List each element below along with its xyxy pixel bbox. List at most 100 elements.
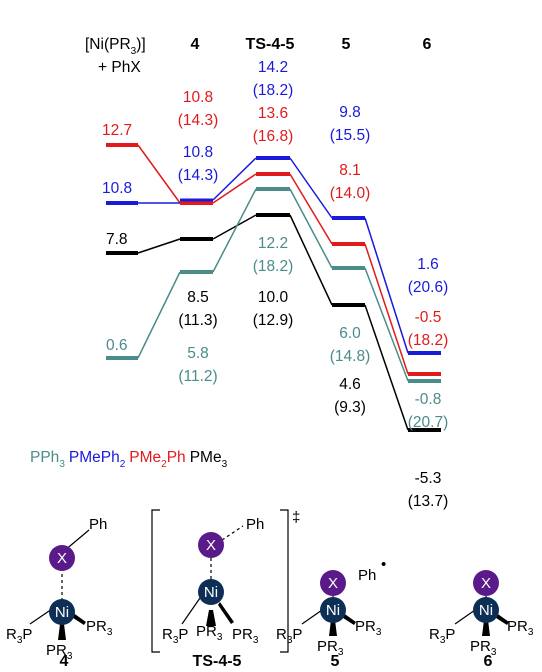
ligand-pr3-right: PR3 <box>355 618 382 638</box>
halogen-atom <box>49 545 75 571</box>
header-6: 6 <box>423 36 432 53</box>
value-ts-pme3: 10.0 <box>258 289 289 306</box>
bracket-right <box>280 509 289 653</box>
series-pme2ph <box>106 143 441 376</box>
ligand-pr3-right: PR3 <box>507 618 534 638</box>
reactants-header: [Ni(PR3)] <box>85 36 146 57</box>
structure-label-6: 6 <box>484 653 493 670</box>
phenyl-label: Ph <box>89 516 107 533</box>
ligand-pr3-bottom: PR3 <box>196 623 223 643</box>
ni-p-bond <box>454 609 476 625</box>
x-ph-dashed-bond <box>221 525 244 541</box>
connector-pme2ph <box>364 243 409 375</box>
nickel-atom <box>198 579 224 605</box>
ligand-pr3-bottom: PR3 <box>470 638 497 658</box>
value-4-pme2ph: 10.8 <box>183 89 213 106</box>
connector-pph3 <box>137 271 181 359</box>
value-reactant-pmeph2: 10.8 <box>102 180 132 197</box>
value-4-pmeph2: 10.8 <box>183 144 213 161</box>
value-6-pmeph2-paren: (20.6) <box>408 279 449 296</box>
connector-pmeph2 <box>364 217 409 354</box>
ni-p-wedge-bond <box>58 624 66 640</box>
structure-6: X Ni R3P PR3 PR3 <box>429 570 534 658</box>
value-5-pmeph2: 9.8 <box>339 104 361 121</box>
nickel-label: Ni <box>326 602 340 619</box>
value-6-pph3: -0.8 <box>415 391 442 408</box>
bracket-left <box>151 509 160 653</box>
connector-pme3 <box>364 304 409 431</box>
connector-pph3 <box>289 188 333 269</box>
value-4-pme3-paren: (11.3) <box>178 312 217 329</box>
value-ts-pmeph2-paren: (18.2) <box>253 82 294 99</box>
phenyl-label: Ph <box>246 516 264 533</box>
nickel-label: Ni <box>479 602 493 619</box>
value-5-pph3-paren: (14.8) <box>330 348 371 365</box>
value-reactant-pme3: 7.8 <box>106 231 128 248</box>
series-pme3 <box>106 213 441 432</box>
connector-pmeph2 <box>289 157 333 219</box>
transition-state-dagger: ‡ <box>292 509 300 526</box>
value-reactant-pph3: 0.6 <box>106 337 128 354</box>
radical-dot: • <box>381 556 386 573</box>
structure-label-5: 5 <box>331 653 340 670</box>
ligand-r3p-left: R3P <box>276 626 302 646</box>
phenyl-radical-label: Ph <box>358 567 376 584</box>
legend-pmeph2: PMePh <box>69 449 120 466</box>
nickel-atom <box>49 599 75 625</box>
ligand-pr3-right: PR3 <box>232 626 259 646</box>
legend-pme3: PMe <box>190 449 222 466</box>
connector-pme2ph <box>137 144 181 204</box>
halogen-atom <box>473 570 499 596</box>
ni-p-wedge-bond <box>482 620 490 636</box>
ligand-pr3-bottom: PR3 <box>317 638 344 658</box>
header-4: 4 <box>191 36 200 53</box>
connector-pme2ph <box>212 173 257 204</box>
halogen-label: X <box>481 575 491 592</box>
value-4-pme2ph-paren: (14.3) <box>178 112 219 129</box>
connector-pmeph2 <box>212 157 257 201</box>
halogen-atom <box>198 532 224 558</box>
value-ts-pph3-paren: (18.2) <box>253 258 294 275</box>
value-5-pph3: 6.0 <box>339 325 361 342</box>
value-5-pme2ph-paren: (14.0) <box>330 185 371 202</box>
halogen-label: X <box>328 575 338 592</box>
structure-5: Ph • X Ni R3P PR3 PR3 <box>276 556 386 658</box>
connector-pme2ph <box>289 173 333 245</box>
value-ts-pme3-paren: (12.9) <box>253 312 294 329</box>
nickel-atom <box>320 597 346 623</box>
legend-pme2ph: PMe <box>129 449 161 466</box>
ligand-pr3-right: PR3 <box>86 618 113 638</box>
structure-label-4: 4 <box>60 653 69 670</box>
value-6-pmeph2: 1.6 <box>417 256 439 273</box>
value-ts-pme2ph-paren: (16.8) <box>253 128 294 145</box>
structure-4: Ph X Ni R3P PR3 PR3 <box>6 516 113 662</box>
reactants-header-line2: + PhX <box>98 59 141 76</box>
ligand-r3p-left: R3P <box>162 626 188 646</box>
connector-pme3 <box>212 214 257 240</box>
connector-pme3 <box>289 214 333 306</box>
structure-ts-4-5: ‡ Ph X Ni R3P PR3 PR3 <box>151 509 300 653</box>
value-ts-pme2ph: 13.6 <box>258 105 288 122</box>
value-6-pme2ph-paren: (18.2) <box>408 332 449 349</box>
header-5: 5 <box>342 36 351 53</box>
ni-p-wedge-bond <box>206 610 216 626</box>
structure-label-ts-4-5: TS-4-5 <box>193 653 242 670</box>
value-ts-pph3: 12.2 <box>258 235 288 252</box>
value-5-pmeph2-paren: (15.5) <box>330 127 371 144</box>
value-ts-pmeph2: 14.2 <box>258 59 288 76</box>
legend-pph3: PPh <box>30 449 59 466</box>
value-6-pph3-paren: (20.7) <box>408 414 449 431</box>
ni-p-bond <box>301 609 323 625</box>
ligand-legend: PPh3 PMePh2 PMe2Ph PMe3 <box>30 449 228 470</box>
value-5-pme3: 4.6 <box>339 376 361 393</box>
value-4-pmeph2-paren: (14.3) <box>178 167 219 184</box>
connector-pph3 <box>364 267 409 382</box>
nickel-atom <box>473 597 499 623</box>
value-reactant-pme2ph: 12.7 <box>102 122 132 139</box>
value-6-pme3-paren: (13.7) <box>408 493 449 510</box>
ni-p-hashed-bond <box>218 602 234 624</box>
value-4-pme3: 8.5 <box>187 289 209 306</box>
ni-p-wedge-bond <box>329 620 337 636</box>
value-4-pph3-paren: (11.2) <box>178 368 217 385</box>
